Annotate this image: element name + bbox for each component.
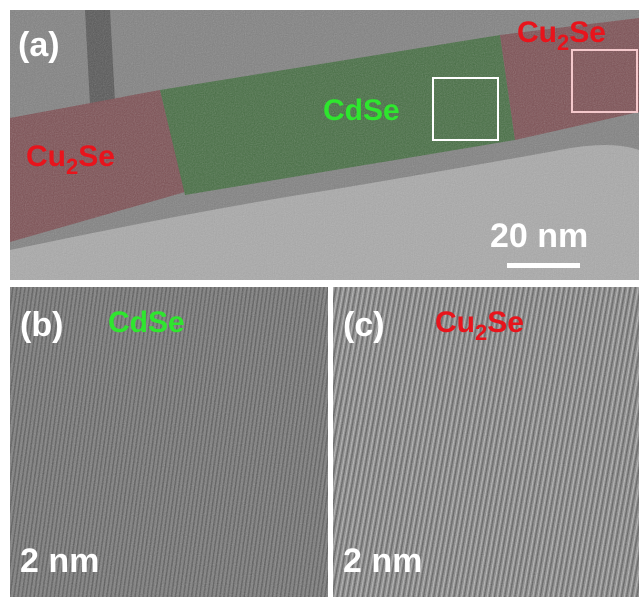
text: Se (569, 16, 606, 49)
scale-bar-label: 20 nm (490, 217, 588, 255)
scale-bar (507, 263, 580, 268)
panel-a: (a) Cu2Se Cu2Se CdSe 20 nm (10, 10, 639, 280)
text: Se (487, 306, 524, 339)
panel-label: (b) (20, 306, 63, 344)
subscript: 2 (475, 320, 487, 345)
text: Se (78, 140, 115, 173)
subscript: 2 (66, 154, 78, 179)
text: Cu (435, 306, 475, 339)
material-label: CdSe (108, 306, 185, 339)
text: Cu (26, 140, 66, 173)
scale-bar-label: 2 nm (343, 542, 422, 580)
figure: (a) Cu2Se Cu2Se CdSe 20 nm (b) CdSe 2 nm… (0, 0, 639, 597)
panel-label: (c) (343, 306, 385, 344)
panel-b: (b) CdSe 2 nm (10, 287, 328, 597)
scale-bar-label: 2 nm (20, 542, 99, 580)
panel-c: (c) Cu2Se 2 nm (333, 287, 639, 597)
cdse-label: CdSe (323, 94, 400, 127)
text: Cu (517, 16, 557, 49)
panel-label: (a) (18, 26, 60, 64)
subscript: 2 (557, 30, 569, 55)
